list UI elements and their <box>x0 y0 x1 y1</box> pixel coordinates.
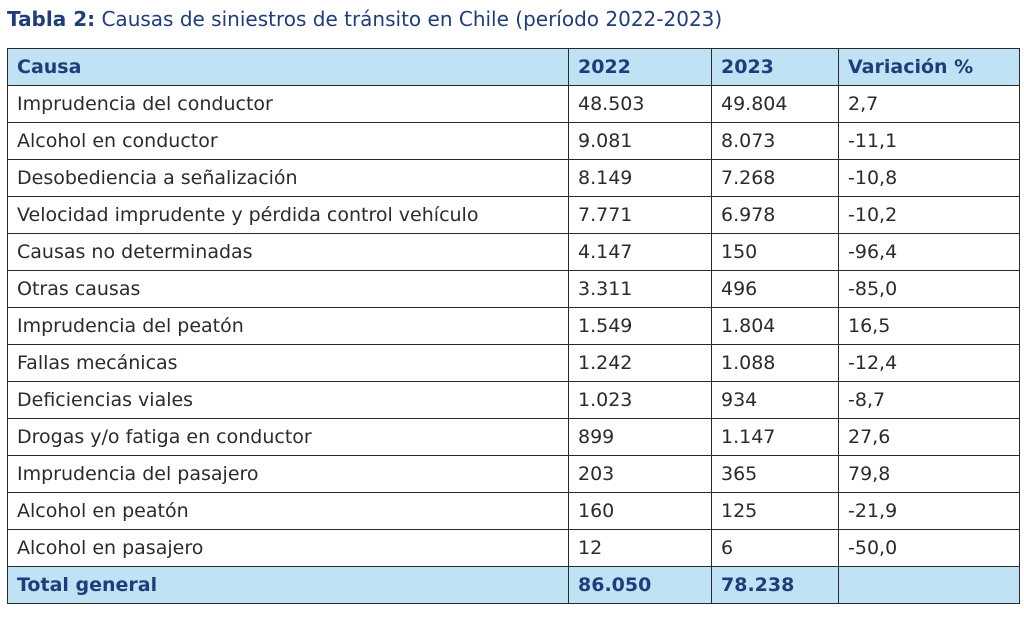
table-body: Imprudencia del conductor 48.503 49.804 2,7… <box>7 85 1020 567</box>
caption-prefix: Tabla 2: <box>7 7 96 31</box>
table-row: Imprudencia del pasajero 203 365 79,8 <box>7 455 1020 493</box>
cell-variacion: 2,7 <box>838 85 1020 123</box>
cell-2022: 1.023 <box>568 381 712 419</box>
cell-2023: 496 <box>711 270 839 308</box>
table-row: Desobediencia a señalización 8.149 7.268 -1… <box>7 159 1020 197</box>
total-2022: 86.050 <box>568 566 712 604</box>
cell-variacion: -10,8 <box>838 159 1020 197</box>
cell-2023: 1.147 <box>711 418 839 456</box>
cell-causa: Imprudencia del pasajero <box>7 455 569 493</box>
cell-2023: 1.804 <box>711 307 839 345</box>
cell-variacion: -21,9 <box>838 492 1020 530</box>
table-row: Drogas y/o fatiga en conductor 899 1.147 27… <box>7 418 1020 456</box>
cell-causa: Imprudencia del peatón <box>7 307 569 345</box>
cell-2023: 1.088 <box>711 344 839 382</box>
cell-variacion: -10,2 <box>838 196 1020 234</box>
table-row: Alcohol en conductor 9.081 8.073 -11,1 <box>7 122 1020 160</box>
cell-2022: 12 <box>568 529 712 567</box>
cell-2022: 4.147 <box>568 233 712 271</box>
cell-variacion: 16,5 <box>838 307 1020 345</box>
cell-causa: Deficiencias viales <box>7 381 569 419</box>
cell-2023: 49.804 <box>711 85 839 123</box>
total-row: Total general 86.050 78.238 <box>7 566 1020 604</box>
cell-variacion: -96,4 <box>838 233 1020 271</box>
cell-2023: 6 <box>711 529 839 567</box>
column-header-variacion: Variación % <box>838 48 1020 86</box>
cell-causa: Drogas y/o fatiga en conductor <box>7 418 569 456</box>
cell-2022: 160 <box>568 492 712 530</box>
column-header-2022: 2022 <box>568 48 712 86</box>
table-row: Otras causas 3.311 496 -85,0 <box>7 270 1020 308</box>
table-row: Deficiencias viales 1.023 934 -8,7 <box>7 381 1020 419</box>
column-header-causa: Causa <box>7 48 569 86</box>
cell-2023: 365 <box>711 455 839 493</box>
cell-2022: 1.242 <box>568 344 712 382</box>
cell-2023: 934 <box>711 381 839 419</box>
cell-2022: 9.081 <box>568 122 712 160</box>
cell-2022: 8.149 <box>568 159 712 197</box>
total-2023: 78.238 <box>711 566 839 604</box>
cell-causa: Alcohol en conductor <box>7 122 569 160</box>
cell-variacion: -8,7 <box>838 381 1020 419</box>
cell-2022: 3.311 <box>568 270 712 308</box>
column-header-2023: 2023 <box>711 48 839 86</box>
cell-2022: 48.503 <box>568 85 712 123</box>
cell-causa: Causas no determinadas <box>7 233 569 271</box>
cell-2022: 1.549 <box>568 307 712 345</box>
table-row: Alcohol en peatón 160 125 -21,9 <box>7 492 1020 530</box>
cell-causa: Alcohol en pasajero <box>7 529 569 567</box>
total-label: Total general <box>7 566 569 604</box>
cell-variacion: -85,0 <box>838 270 1020 308</box>
cell-causa: Otras causas <box>7 270 569 308</box>
cell-causa: Desobediencia a señalización <box>7 159 569 197</box>
cell-2023: 7.268 <box>711 159 839 197</box>
cell-2023: 150 <box>711 233 839 271</box>
table-row: Causas no determinadas 4.147 150 -96,4 <box>7 233 1020 271</box>
cell-2022: 7.771 <box>568 196 712 234</box>
cell-variacion: -12,4 <box>838 344 1020 382</box>
total-variacion <box>838 566 1020 604</box>
table-row: Fallas mecánicas 1.242 1.088 -12,4 <box>7 344 1020 382</box>
caption-text: Causas de siniestros de tránsito en Chil… <box>101 7 723 31</box>
cell-causa: Fallas mecánicas <box>7 344 569 382</box>
cell-causa: Velocidad imprudente y pérdida control v… <box>7 196 569 234</box>
table-row: Alcohol en pasajero 12 6 -50,0 <box>7 529 1020 567</box>
cell-2023: 125 <box>711 492 839 530</box>
cell-2022: 899 <box>568 418 712 456</box>
table-caption: Tabla 2: Causas de siniestros de tránsit… <box>7 4 722 34</box>
cell-causa: Imprudencia del conductor <box>7 85 569 123</box>
table-row: Imprudencia del conductor 48.503 49.804 2,7 <box>7 85 1020 123</box>
accident-causes-table: Causa 2022 2023 Variación % Imprudencia … <box>7 48 1020 604</box>
cell-2023: 8.073 <box>711 122 839 160</box>
cell-causa: Alcohol en peatón <box>7 492 569 530</box>
cell-variacion: -11,1 <box>838 122 1020 160</box>
table-row: Velocidad imprudente y pérdida control v… <box>7 196 1020 234</box>
cell-variacion: -50,0 <box>838 529 1020 567</box>
table-row: Imprudencia del peatón 1.549 1.804 16,5 <box>7 307 1020 345</box>
cell-variacion: 27,6 <box>838 418 1020 456</box>
cell-2022: 203 <box>568 455 712 493</box>
cell-variacion: 79,8 <box>838 455 1020 493</box>
header-row: Causa 2022 2023 Variación % <box>7 48 1020 86</box>
cell-2023: 6.978 <box>711 196 839 234</box>
